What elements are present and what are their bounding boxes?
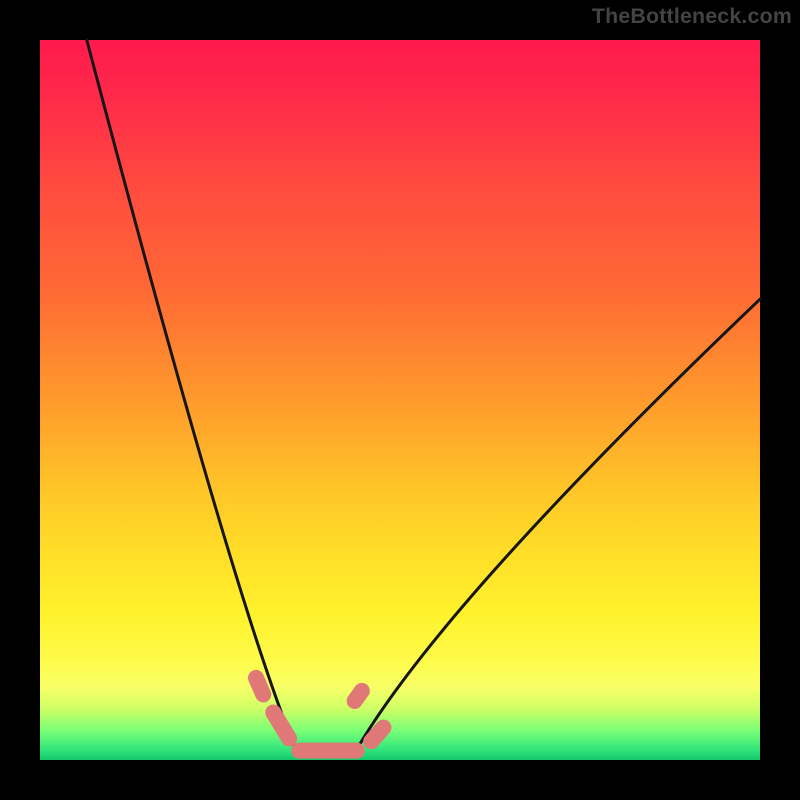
watermark-text: TheBottleneck.com	[592, 4, 792, 29]
valley-marker-segment-0	[256, 678, 263, 695]
chart-stage: TheBottleneck.com	[0, 0, 800, 800]
plot-background	[40, 40, 760, 760]
plot-svg	[0, 0, 800, 800]
valley-marker-segment-4	[355, 691, 362, 701]
valley-marker-segment-3	[371, 728, 383, 742]
